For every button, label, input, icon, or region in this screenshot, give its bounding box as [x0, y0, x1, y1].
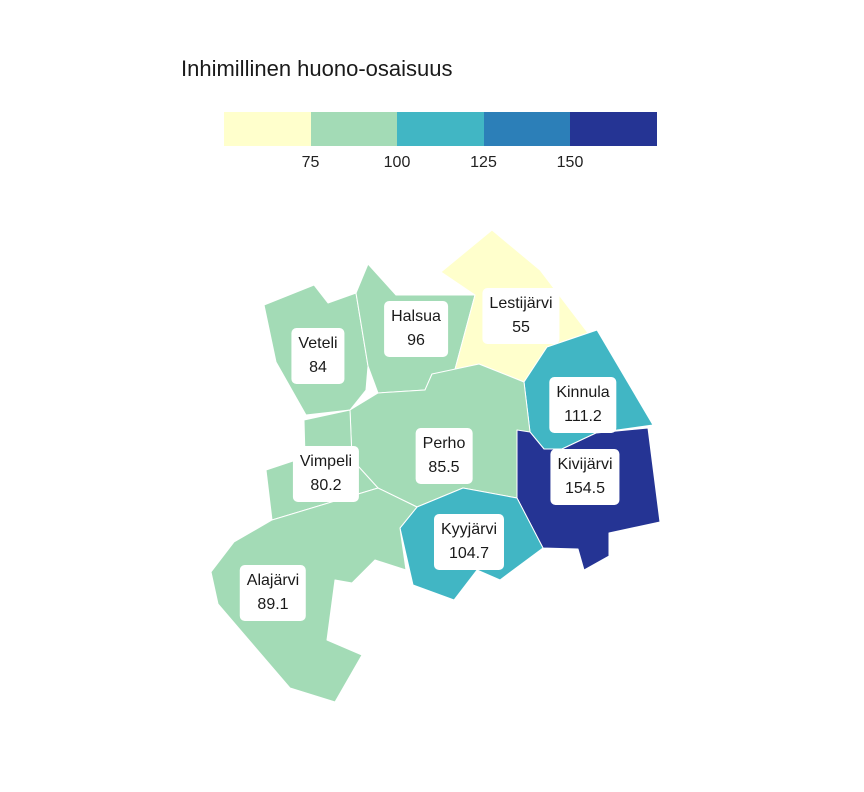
region-name: Vimpeli [299, 453, 353, 470]
region-name: Lestijärvi [489, 295, 553, 312]
region-label: Vimpeli 80.2 [292, 446, 360, 502]
region-name: Perho [422, 435, 466, 452]
region-label: Halsua 96 [384, 301, 448, 357]
region-value: 104.7 [448, 545, 490, 562]
region-label: Veteli 84 [291, 328, 345, 384]
region-value: 55 [512, 319, 530, 336]
region-value: 111.2 [564, 408, 602, 425]
region-name: Veteli [298, 335, 338, 352]
region-name: Alajärvi [246, 572, 300, 589]
region-name: Kyyjärvi [440, 521, 498, 538]
region-value: 154.5 [564, 480, 606, 497]
region-label: Kyyjärvi 104.7 [433, 514, 505, 570]
region-label: Kivijärvi 154.5 [550, 449, 620, 505]
region-label: Perho 85.5 [415, 428, 473, 484]
map-title: Inhimillinen huono-osaisuus [181, 56, 453, 81]
region-value: 89.1 [257, 596, 289, 613]
region-name: Kinnula [556, 384, 610, 401]
region-value: 96 [407, 332, 425, 349]
region-alajarvi [210, 487, 418, 703]
region-value: 84 [309, 359, 327, 376]
region-label: Kinnula 111.2 [549, 377, 617, 433]
region-name: Halsua [391, 308, 441, 325]
region-label: Alajärvi 89.1 [239, 565, 307, 621]
region-value: 85.5 [428, 459, 460, 476]
region-name: Kivijärvi [557, 456, 613, 473]
region-label: Lestijärvi 55 [482, 288, 560, 344]
region-value: 80.2 [310, 477, 342, 494]
